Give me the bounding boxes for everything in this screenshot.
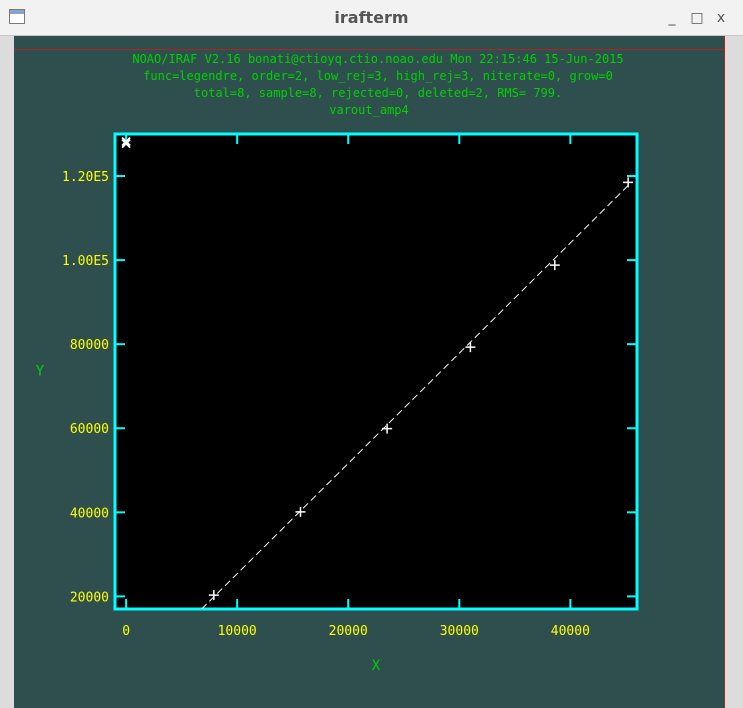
terminal-window-icon[interactable]	[9, 9, 25, 24]
plot-layer: 0 10000 20000 30000 40000 20000 40000 60000 8000…	[36, 132, 639, 674]
graphics-area[interactable]: NOAO/IRAF V2.16 bonati@ctioyq.ctio.noao.…	[14, 36, 724, 708]
divider-line	[14, 49, 725, 50]
divider-line-right	[724, 36, 725, 708]
header-line-2: func=legendre, order=2, low_rej=3, high_…	[143, 69, 613, 83]
chart-title: varout_amp4	[329, 103, 408, 117]
x-axis-label: X	[372, 658, 381, 674]
x-tick-label: 0	[122, 624, 130, 639]
header-line-1: NOAO/IRAF V2.16 bonati@ctioyq.ctio.noao.…	[132, 52, 623, 66]
deleted-point	[121, 139, 131, 149]
data-point	[295, 506, 306, 517]
title-bar[interactable]: irafterm _ □ x	[0, 0, 743, 36]
header-line-3: total=8, sample=8, rejected=0, deleted=2…	[194, 86, 562, 100]
plot-frame	[113, 132, 639, 611]
window-frame-left	[0, 36, 14, 708]
data-point	[623, 177, 634, 188]
maximize-icon[interactable]: □	[690, 10, 704, 26]
deleted-point	[121, 136, 131, 147]
y-tick-label: 60000	[70, 422, 109, 437]
fit-line	[201, 184, 630, 609]
minimize-icon[interactable]: _	[668, 10, 676, 26]
y-tick-label: 1.20E5	[62, 170, 109, 185]
data-point	[465, 342, 476, 353]
y-tick-label: 40000	[70, 506, 109, 521]
data-point	[208, 590, 219, 601]
close-icon[interactable]: x	[716, 10, 726, 26]
x-tick-label: 20000	[329, 624, 368, 639]
plot-background	[115, 134, 637, 609]
x-tick-label: 40000	[551, 624, 590, 639]
y-tick-label: 20000	[70, 590, 109, 605]
data-point	[382, 423, 393, 434]
x-tick-label: 30000	[440, 624, 479, 639]
plot-canvas[interactable]: NOAO/IRAF V2.16 bonati@ctioyq.ctio.noao.…	[14, 36, 724, 708]
window-frame-right	[725, 36, 743, 708]
x-tick-label: 10000	[218, 624, 257, 639]
window-title: irafterm	[334, 8, 409, 27]
y-axis-label: Y	[36, 364, 45, 380]
data-point	[549, 260, 560, 271]
y-tick-label: 80000	[70, 338, 109, 353]
y-tick-label: 1.00E5	[62, 254, 109, 269]
